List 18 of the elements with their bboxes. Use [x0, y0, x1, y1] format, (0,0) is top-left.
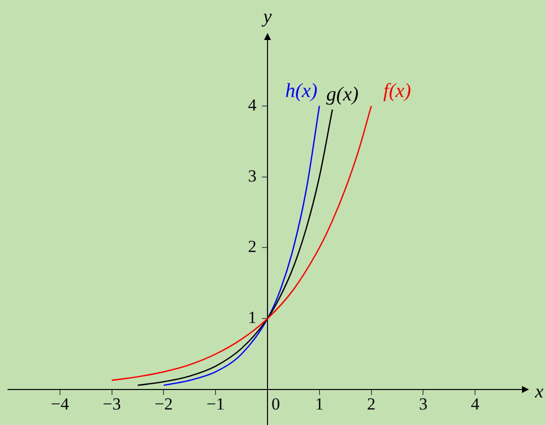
- y-tick-label: 2: [248, 237, 256, 256]
- x-tick-label: 3: [418, 394, 428, 414]
- series-label: g(x): [326, 84, 359, 106]
- y-tick-label: 4: [248, 95, 257, 114]
- x-axis-title: x: [534, 382, 544, 403]
- x-tick-label: −2: [154, 394, 173, 414]
- x-tick-label: −4: [50, 394, 70, 414]
- x-tick-label: −1: [206, 394, 225, 414]
- x-tick-label: −3: [102, 394, 121, 414]
- x-tick-label: 1: [315, 394, 324, 414]
- y-tick-label: 3: [248, 166, 256, 186]
- y-axis-title: y: [261, 6, 272, 28]
- y-tick-label: 1: [248, 308, 256, 328]
- x-tick-label: 0: [272, 394, 280, 414]
- x-tick-label: 2: [367, 394, 376, 414]
- series-label: f(x): [383, 80, 412, 102]
- series-label: h(x): [285, 80, 318, 102]
- x-tick-label: 4: [470, 394, 480, 414]
